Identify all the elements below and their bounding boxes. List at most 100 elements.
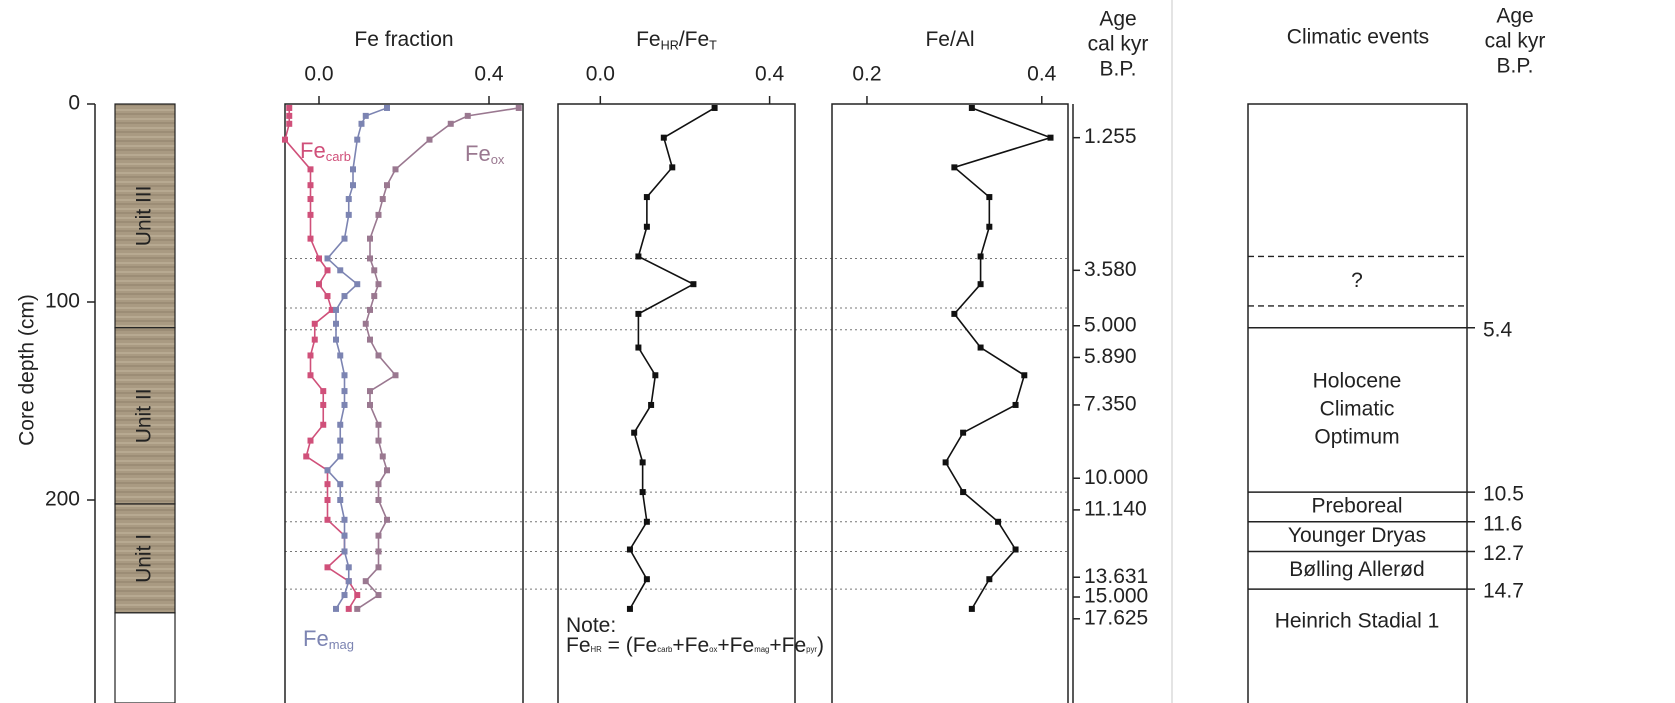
- data-point: [384, 516, 390, 523]
- data-point: [375, 497, 382, 503]
- data-point: [669, 164, 676, 171]
- data-point: [635, 310, 642, 317]
- data-point: [324, 481, 331, 488]
- data-point: [375, 548, 382, 555]
- y-axis-title: Core depth (cm): [16, 294, 39, 446]
- data-point: [447, 120, 454, 127]
- data-point: [307, 352, 314, 359]
- rich-text: Fe fraction: [354, 28, 453, 51]
- text-part: Fe/Al: [925, 28, 974, 51]
- data-point: [426, 136, 433, 143]
- text-part: Fe: [636, 28, 661, 51]
- data-point: [375, 481, 382, 488]
- data-point: [316, 255, 322, 262]
- y-tick-label: 200: [45, 488, 80, 511]
- data-point: [324, 516, 331, 523]
- data-point: [341, 372, 348, 379]
- climate-tick-label: 11.6: [1483, 512, 1522, 535]
- data-point: [392, 372, 399, 379]
- data-point: [341, 532, 348, 539]
- y-tick-label: 100: [45, 290, 80, 313]
- data-point: [384, 104, 390, 111]
- data-point: [307, 211, 314, 218]
- text-part: carb: [657, 645, 673, 654]
- data-point: [635, 253, 642, 260]
- data-point: [354, 605, 361, 612]
- data-point: [367, 255, 373, 262]
- data-point: [345, 605, 352, 612]
- data-point: [320, 388, 327, 395]
- data-point: [464, 112, 471, 119]
- data-point: [986, 576, 993, 583]
- data-point: [316, 281, 322, 288]
- data-point: [1047, 134, 1054, 141]
- data-point: [337, 497, 344, 503]
- age-tick-label: 13.631: [1084, 565, 1148, 588]
- data-point: [341, 592, 348, 599]
- data-point: [986, 223, 993, 230]
- data-point: [341, 516, 348, 523]
- event-label: Heinrich Stadial 1: [1275, 610, 1440, 633]
- text-part: +Fe: [717, 634, 754, 657]
- data-point: [367, 336, 373, 343]
- data-point: [324, 293, 331, 300]
- data-point: [643, 194, 650, 201]
- data-point: [986, 194, 993, 201]
- climate-age-title: cal kyr: [1485, 30, 1546, 53]
- data-point: [345, 196, 352, 203]
- data-point: [324, 497, 331, 503]
- data-point: [367, 235, 373, 242]
- data-point: [337, 437, 344, 444]
- data-point: [286, 104, 293, 111]
- text-part: T: [709, 39, 717, 53]
- data-point: [1012, 401, 1019, 408]
- age-title: cal kyr: [1088, 33, 1149, 56]
- data-point: [341, 548, 348, 555]
- x-tick-label: 0.4: [1027, 63, 1057, 86]
- climate-title: Climatic events: [1287, 26, 1429, 49]
- climate-tick-label: 10.5: [1483, 483, 1524, 506]
- data-point: [960, 489, 967, 496]
- unit-label: Unit III: [133, 186, 156, 247]
- data-point: [307, 182, 314, 189]
- data-point: [307, 196, 314, 203]
- data-point: [324, 255, 331, 262]
- data-point: [282, 136, 288, 143]
- label-main: Fe: [465, 141, 491, 166]
- data-point: [626, 546, 633, 553]
- text-part: pyr: [806, 645, 817, 654]
- climate-tick-label: 5.4: [1483, 318, 1513, 341]
- data-point: [328, 306, 335, 313]
- label-main: Fe: [300, 138, 326, 163]
- text-part: +Fe: [672, 634, 709, 657]
- data-point: [303, 453, 310, 460]
- data-point: [354, 281, 361, 288]
- data-point: [375, 211, 382, 218]
- data-point: [626, 605, 633, 612]
- unit-label: Unit II: [133, 388, 156, 443]
- data-point: [690, 281, 697, 288]
- data-point: [375, 437, 382, 444]
- unknown-label: ?: [1351, 269, 1363, 292]
- event-label: Holocene: [1313, 369, 1402, 392]
- age-tick-label: 1.255: [1084, 125, 1137, 148]
- data-point: [384, 182, 390, 189]
- series-label: Feox: [465, 141, 505, 168]
- data-point: [660, 134, 667, 141]
- data-point: [307, 166, 314, 173]
- data-point: [639, 489, 646, 496]
- data-point: [968, 104, 975, 111]
- data-point: [333, 605, 339, 612]
- data-point: [367, 388, 373, 395]
- age-tick-label: 7.350: [1084, 393, 1137, 416]
- x-tick-label: 0.4: [474, 63, 504, 86]
- core-empty: [114, 612, 176, 703]
- series-line: [629, 107, 715, 610]
- data-point: [354, 136, 361, 143]
- data-point: [345, 578, 352, 585]
- text-part: Fe fraction: [354, 28, 453, 51]
- data-point: [337, 481, 344, 488]
- data-point: [307, 235, 314, 242]
- data-point: [345, 564, 352, 571]
- data-point: [341, 235, 348, 242]
